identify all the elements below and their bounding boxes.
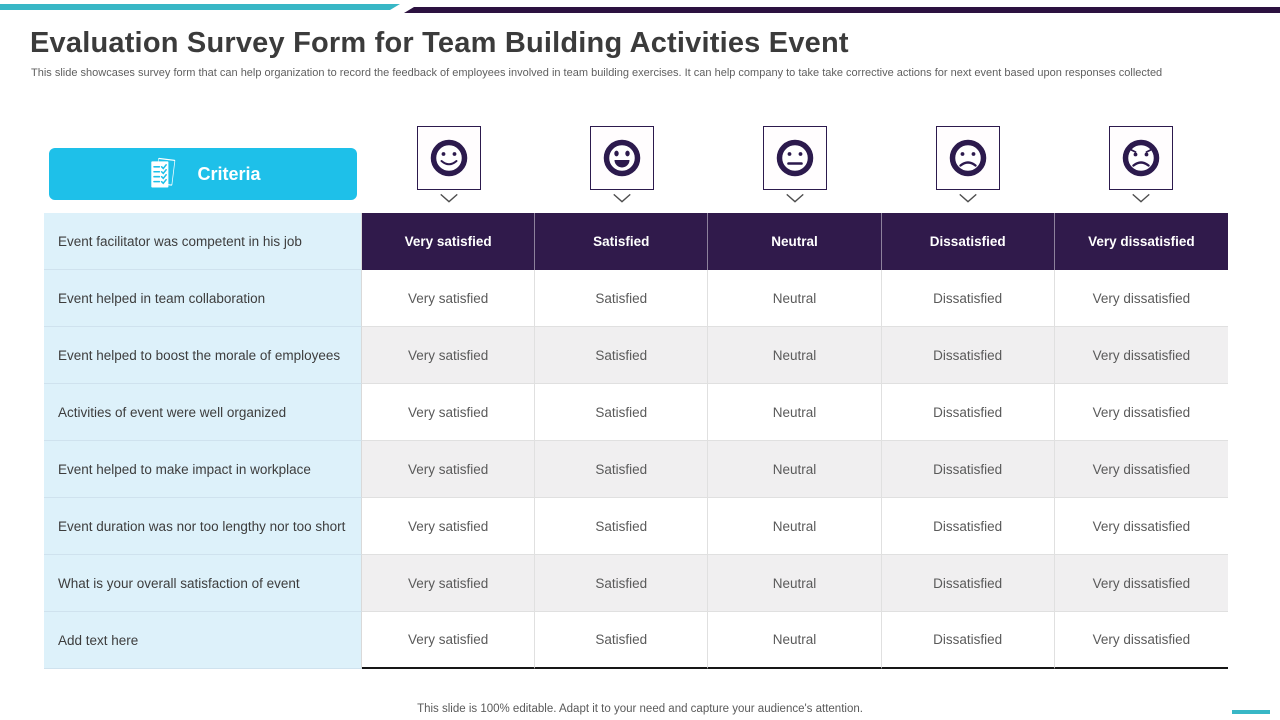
rating-cell: Satisfied	[535, 441, 709, 498]
rating-cell: Neutral	[708, 498, 882, 555]
criteria-cell: Event helped in team collaboration	[44, 270, 362, 327]
neutral-face-icon	[776, 139, 814, 177]
rating-cell: Neutral	[708, 555, 882, 612]
rating-cell: Very dissatisfied	[1054, 384, 1228, 441]
criteria-cell: Event helped to make impact in workplace	[44, 441, 362, 498]
rating-cell: Satisfied	[535, 498, 709, 555]
rating-header-row: Criteria	[44, 126, 1228, 206]
rating-cell: Satisfied	[535, 612, 709, 669]
footer-note: This slide is 100% editable. Adapt it to…	[417, 703, 863, 715]
satisfied-emoji-box	[589, 126, 654, 190]
survey-table: Event facilitator was competent in his j…	[44, 213, 1228, 669]
criteria-cell: Activities of event were well organized	[44, 384, 362, 441]
rating-cell: Very satisfied	[362, 384, 536, 441]
very-satisfied-emoji-box	[416, 126, 481, 190]
rating-cell: Very dissatisfied	[1054, 555, 1228, 612]
rating-cell: Neutral	[708, 270, 882, 327]
top-accent-bar-teal	[0, 4, 400, 10]
rating-cell: Very dissatisfied	[1054, 327, 1228, 384]
criteria-header-button: Criteria	[49, 148, 357, 200]
rating-cell: Satisfied	[535, 555, 709, 612]
rating-cell: Dissatisfied	[881, 555, 1055, 612]
rating-header-cell: Neutral	[708, 213, 882, 270]
rating-cell: Very dissatisfied	[1054, 270, 1228, 327]
neutral-emoji-box	[762, 126, 827, 190]
dissatisfied-face-icon	[949, 139, 987, 177]
rating-cell: Very satisfied	[362, 270, 536, 327]
criteria-cell: Event helped to boost the morale of empl…	[44, 327, 362, 384]
rating-header-cell: Very satisfied	[362, 213, 536, 270]
top-accent-bar-purple	[404, 7, 1280, 13]
criteria-cell: Event duration was nor too lengthy nor t…	[44, 498, 362, 555]
very-dissatisfied-face-icon	[1123, 139, 1160, 177]
criteria-cell: Add text here	[44, 612, 362, 669]
rating-cell: Very satisfied	[362, 612, 536, 669]
rating-cell: Neutral	[708, 384, 882, 441]
rating-cell: Very satisfied	[362, 498, 536, 555]
rating-cell: Very dissatisfied	[1054, 612, 1228, 669]
rating-cell: Very dissatisfied	[1054, 441, 1228, 498]
page-subtitle: This slide showcases survey form that ca…	[31, 67, 1163, 79]
rating-cell: Neutral	[708, 612, 882, 669]
rating-cell: Very satisfied	[362, 327, 536, 384]
dissatisfied-emoji-box	[936, 126, 1001, 190]
rating-cell: Neutral	[708, 327, 882, 384]
rating-cell: Very dissatisfied	[1054, 498, 1228, 555]
rating-cell: Dissatisfied	[881, 498, 1055, 555]
rating-cell: Very satisfied	[362, 555, 536, 612]
rating-cell: Dissatisfied	[881, 384, 1055, 441]
rating-cell: Dissatisfied	[881, 612, 1055, 669]
satisfied-face-icon	[603, 139, 641, 177]
bottom-accent-dash	[1232, 710, 1270, 714]
rating-header-cell: Very dissatisfied	[1054, 213, 1228, 270]
rating-cell: Dissatisfied	[881, 270, 1055, 327]
rating-cell: Dissatisfied	[881, 327, 1055, 384]
rating-header-cell: Satisfied	[535, 213, 709, 270]
rating-cell: Dissatisfied	[881, 441, 1055, 498]
very-satisfied-face-icon	[430, 139, 467, 177]
rating-cell: Satisfied	[535, 384, 709, 441]
chevron-down-icon	[1132, 193, 1151, 203]
rating-cell: Neutral	[708, 441, 882, 498]
rating-cell: Satisfied	[535, 327, 709, 384]
criteria-cell: Event facilitator was competent in his j…	[44, 213, 362, 270]
chevron-down-icon	[959, 193, 977, 203]
criteria-cell: What is your overall satisfaction of eve…	[44, 555, 362, 612]
rating-header-cell: Dissatisfied	[881, 213, 1055, 270]
survey-checklist-icon	[151, 157, 176, 188]
very-dissatisfied-emoji-box	[1109, 126, 1174, 190]
chevron-down-icon	[786, 193, 804, 203]
rating-cell: Satisfied	[535, 270, 709, 327]
rating-cell: Very satisfied	[362, 441, 536, 498]
criteria-header-label: Criteria	[197, 163, 261, 184]
chevron-down-icon	[613, 193, 631, 203]
chevron-down-icon	[439, 193, 458, 203]
page-title: Evaluation Survey Form for Team Building…	[30, 27, 849, 59]
